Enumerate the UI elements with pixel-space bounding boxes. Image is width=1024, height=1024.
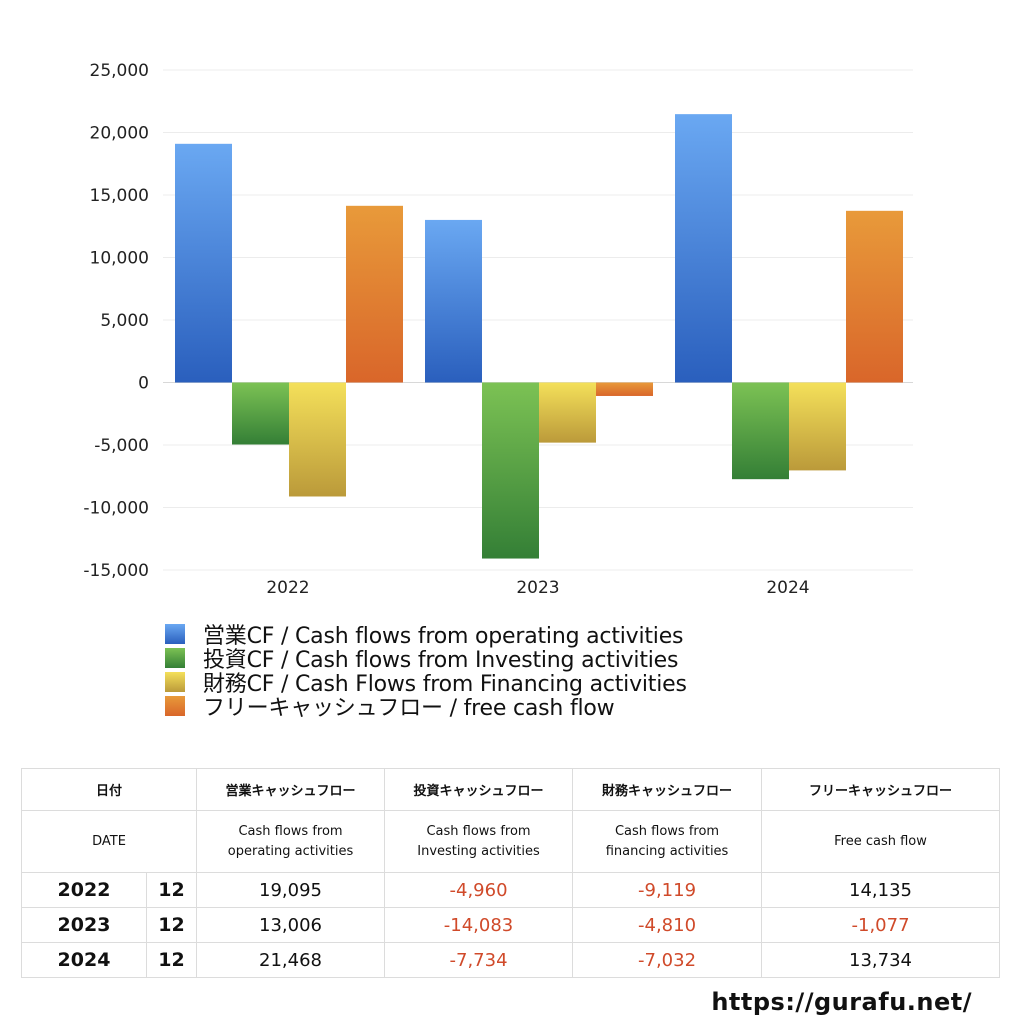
legend-swatch-free [165,696,185,716]
legend-label-free: フリーキャッシュフロー / free cash flow [203,696,615,721]
x-tick-label: 2024 [766,578,809,598]
header-date-jp: 日付 [20,768,198,811]
bar-free-2024 [846,210,903,383]
row-financing: -7,032 [572,942,763,978]
row-operating: 21,468 [196,942,386,978]
table-header-en: DATE Cash flows from operating activitie… [20,810,1001,873]
y-tick-label: 5,000 [100,311,149,331]
header-operating-en: Cash flows from operating activities [196,810,386,873]
x-axis-ticks: 2022 2023 2024 [266,578,809,598]
header-free-jp: フリーキャッシュフロー [761,768,1001,811]
bar-operating-2023 [425,219,482,383]
table-row: 2024 12 21,468 -7,734 -7,032 13,734 [21,942,1001,978]
table-header-jp: 日付 営業キャッシュフロー 投資キャッシュフロー 財務キャッシュフロー フリーキ… [20,768,1001,811]
cash-flow-bar-chart: 25,000 20,000 15,000 10,000 5,000 0 -5,000 -10,… [83,61,913,598]
row-financing: -9,119 [572,872,763,908]
bar-investing-2024 [732,382,789,480]
row-financing: -4,810 [572,907,763,943]
header-operating-en-line2: operating activities [227,843,354,859]
row-year: 2023 [21,907,147,943]
header-operating-en-line1: Cash flows from [238,823,343,839]
row-year: 2022 [21,872,147,908]
legend-item-free: フリーキャッシュフロー / free cash flow [165,694,687,721]
row-investing: -7,734 [384,942,574,978]
y-tick-label: 10,000 [90,249,149,269]
bar-investing-2022 [232,382,289,445]
legend-swatch-investing [165,648,185,668]
y-axis-ticks: 25,000 20,000 15,000 10,000 5,000 0 -5,000 -10,… [83,61,149,581]
table-row: 2023 12 13,006 -14,083 -4,810 -1,077 [21,907,1001,943]
table-row: 2022 12 19,095 -4,960 -9,119 14,135 [21,872,1001,908]
legend-label-investing: 投資CF / Cash flows from Investing activit… [203,648,679,673]
header-financing-en: Cash flows from financing activities [572,810,763,873]
row-free: 13,734 [761,942,1001,978]
y-tick-label: 15,000 [90,186,149,206]
legend-item-investing: 投資CF / Cash flows from Investing activit… [165,646,687,673]
legend-item-financing: 財務CF / Cash Flows from Financing activit… [165,670,687,697]
legend-swatch-operating [165,624,185,644]
row-operating: 19,095 [196,872,386,908]
row-month: 12 [145,872,198,908]
bar-free-2022 [346,205,403,383]
legend-item-operating: 営業CF / Cash flows from operating activit… [165,622,687,649]
x-tick-label: 2022 [266,578,309,598]
row-month: 12 [145,942,198,978]
header-free-en: Free cash flow [761,810,1001,873]
y-tick-label: 20,000 [90,124,149,144]
x-tick-label: 2023 [516,578,559,598]
header-date-en: DATE [20,810,198,873]
bar-investing-2023 [482,382,539,559]
legend-swatch-financing [165,672,185,692]
header-financing-en-line2: financing activities [605,843,729,859]
header-investing-en: Cash flows from Investing activities [384,810,574,873]
cash-flow-table: 日付 営業キャッシュフロー 投資キャッシュフロー 財務キャッシュフロー フリーキ… [20,768,1001,978]
y-tick-label: -10,000 [83,499,149,519]
bar-operating-2022 [175,143,232,383]
header-investing-en-line2: Investing activities [417,843,540,859]
row-investing: -14,083 [384,907,574,943]
bar-free-2023 [596,382,653,396]
header-financing-jp: 財務キャッシュフロー [572,768,763,811]
bar-financing-2022 [289,382,346,497]
site-url: https://gurafu.net/ [711,988,972,1016]
legend-label-financing: 財務CF / Cash Flows from Financing activit… [203,672,687,697]
y-tick-label: 0 [138,374,149,394]
y-tick-label: 25,000 [90,61,149,81]
row-operating: 13,006 [196,907,386,943]
row-investing: -4,960 [384,872,574,908]
bar-financing-2024 [789,382,846,471]
bar-operating-2024 [675,114,732,383]
row-year: 2024 [21,942,147,978]
y-tick-label: -15,000 [83,561,149,581]
legend-label-operating: 営業CF / Cash flows from operating activit… [203,624,684,649]
bar-financing-2023 [539,382,596,443]
header-financing-en-line1: Cash flows from [614,823,720,839]
bars [175,114,903,559]
header-operating-jp: 営業キャッシュフロー [196,768,386,811]
legend: 営業CF / Cash flows from operating activit… [165,622,687,721]
row-free: 14,135 [761,872,1001,908]
row-free: -1,077 [761,907,1001,943]
y-tick-label: -5,000 [94,436,149,456]
row-month: 12 [145,907,198,943]
header-investing-jp: 投資キャッシュフロー [384,768,574,811]
header-investing-en-line1: Cash flows from [426,823,531,839]
